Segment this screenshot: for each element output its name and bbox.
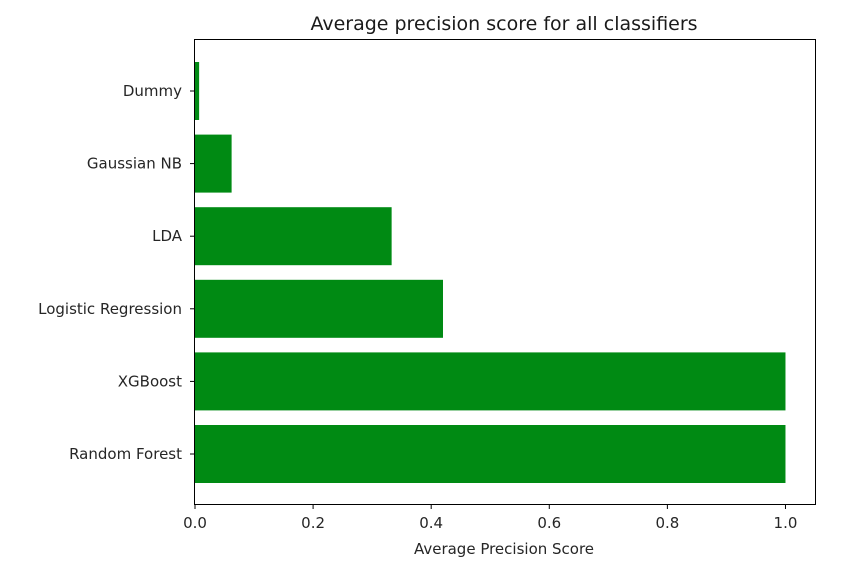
bar-dummy <box>195 62 200 120</box>
x-tick-label: 0.4 <box>419 514 443 532</box>
bar-logistic-regression <box>195 279 443 338</box>
y-tick-label: Random Forest <box>69 445 182 463</box>
y-tick-label: XGBoost <box>118 372 182 390</box>
x-tick-label: 0.6 <box>537 514 561 532</box>
plot-frame <box>194 39 816 505</box>
bar-random-forest <box>195 425 786 483</box>
x-axis-ticks: 0.0 0.2 0.4 0.6 0.8 1.0 <box>183 504 797 532</box>
bars-group <box>195 62 786 483</box>
y-axis-ticks: Random Forest XGBoost Logistic Regression L… <box>38 82 195 463</box>
bar-lda <box>195 207 392 266</box>
y-tick-label: Gaussian NB <box>87 155 182 173</box>
x-axis-label: Average Precision Score <box>414 540 594 558</box>
bar-gaussian-nb <box>195 134 232 193</box>
y-tick-label: Dummy <box>123 82 182 100</box>
y-tick-label: Logistic Regression <box>38 300 182 318</box>
chart-title: Average precision score for all classifi… <box>310 13 697 35</box>
y-tick-label: LDA <box>152 227 183 245</box>
x-tick-label: 1.0 <box>774 514 798 532</box>
x-tick-label: 0.2 <box>301 514 325 532</box>
x-tick-label: 0.0 <box>183 514 207 532</box>
bar-xgboost <box>195 352 786 411</box>
x-tick-label: 0.8 <box>655 514 679 532</box>
